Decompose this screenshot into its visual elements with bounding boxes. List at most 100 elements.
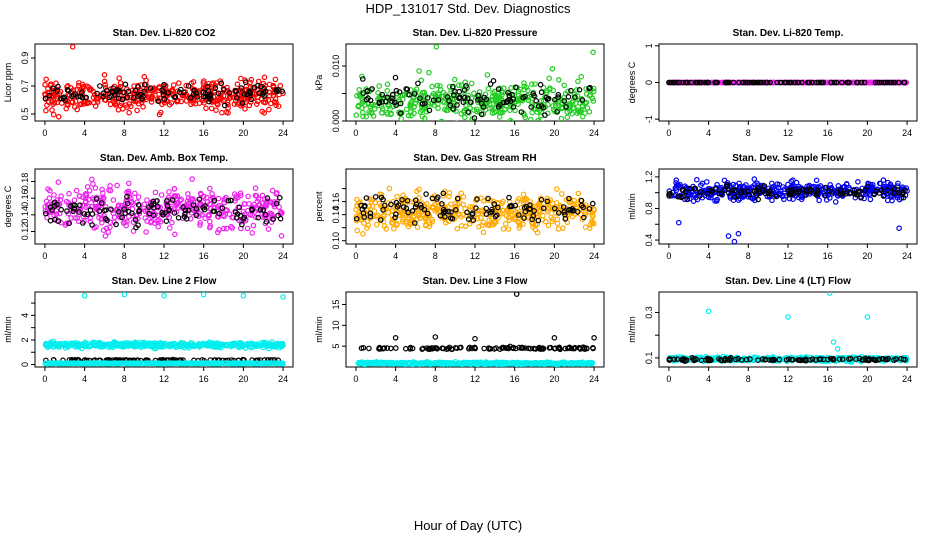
data-point (124, 94, 131, 100)
data-point (583, 345, 590, 352)
data-point (578, 73, 585, 80)
data-point (171, 186, 178, 192)
data-point (448, 201, 454, 207)
data-point (750, 79, 757, 86)
data-point (844, 79, 850, 86)
data-point (430, 204, 437, 211)
data-point (538, 89, 545, 96)
data-point (518, 109, 525, 115)
data-point (404, 86, 411, 93)
data-point (77, 342, 83, 349)
data-point (207, 224, 213, 231)
data-point (167, 225, 173, 231)
data-point (540, 84, 547, 91)
data-point (96, 208, 103, 214)
data-point (196, 213, 202, 220)
x-tick-label: 12 (470, 374, 480, 384)
data-point (561, 209, 568, 215)
data-point (378, 109, 385, 116)
x-tick-label: 16 (199, 251, 209, 261)
data-point (422, 221, 429, 228)
data-point (47, 217, 54, 224)
data-point (525, 97, 532, 104)
data-point (454, 195, 461, 202)
data-point (409, 208, 416, 214)
data-point (469, 211, 476, 218)
data-point (99, 186, 105, 193)
data-point (458, 223, 465, 229)
data-point (778, 79, 785, 86)
data-point (135, 84, 141, 90)
data-point (828, 79, 835, 86)
data-point (493, 212, 500, 219)
data-point (247, 89, 253, 96)
data-point (93, 196, 100, 202)
y-tick-label: 0.3 (644, 306, 654, 319)
y-tick-label: 0.12 (20, 223, 30, 241)
data-point (191, 87, 197, 94)
x-tick-label: 24 (278, 251, 288, 261)
data-point (407, 100, 414, 106)
data-point (424, 210, 431, 217)
data-point (399, 219, 406, 225)
x-tick-label: 8 (746, 374, 751, 384)
data-point (545, 222, 552, 229)
data-point (493, 360, 500, 366)
data-point (898, 79, 905, 86)
data-points (42, 292, 286, 367)
data-point (579, 97, 586, 103)
data-point (407, 346, 413, 352)
data-point (124, 193, 130, 200)
data-point (413, 201, 420, 208)
data-point (119, 96, 126, 103)
x-tick-label: 4 (393, 128, 398, 138)
data-point (214, 100, 220, 107)
data-point (77, 202, 83, 209)
data-point (702, 79, 709, 86)
data-point (380, 196, 386, 203)
data-point (135, 194, 142, 200)
data-point (399, 360, 405, 367)
data-point (148, 218, 155, 225)
data-point (668, 79, 675, 86)
data-point (722, 187, 728, 194)
chart-title: Stan. Dev. Line 3 Flow (423, 276, 528, 287)
data-point (226, 211, 233, 218)
data-point (572, 344, 578, 351)
data-point (780, 192, 786, 199)
data-point (793, 189, 799, 196)
data-point (509, 359, 516, 366)
data-point (464, 209, 470, 216)
data-point (217, 344, 224, 351)
data-point (466, 360, 472, 367)
data-point (156, 360, 163, 367)
data-point (239, 221, 245, 228)
y-axis-label: ml/min (627, 316, 637, 343)
data-point (397, 100, 404, 107)
data-point (226, 341, 233, 348)
data-point (447, 215, 454, 221)
data-point (51, 360, 57, 366)
y-tick-label: 1.2 (644, 171, 654, 184)
x-tick-label: 16 (823, 374, 833, 384)
data-point (432, 334, 439, 340)
data-point (360, 360, 367, 366)
data-point (550, 103, 556, 109)
data-point (534, 229, 541, 236)
data-point (583, 99, 590, 106)
x-tick-label: 20 (238, 251, 248, 261)
data-point (478, 111, 485, 118)
data-point (530, 224, 536, 230)
data-point (555, 210, 562, 216)
data-point (62, 342, 69, 348)
data-point (279, 210, 285, 216)
data-point (116, 343, 122, 349)
y-tick-label: 10 (331, 320, 341, 330)
data-point (589, 200, 596, 207)
data-point (455, 120, 459, 121)
data-point (555, 77, 562, 83)
data-point (534, 109, 540, 115)
data-point (392, 214, 398, 221)
data-point (396, 89, 403, 95)
